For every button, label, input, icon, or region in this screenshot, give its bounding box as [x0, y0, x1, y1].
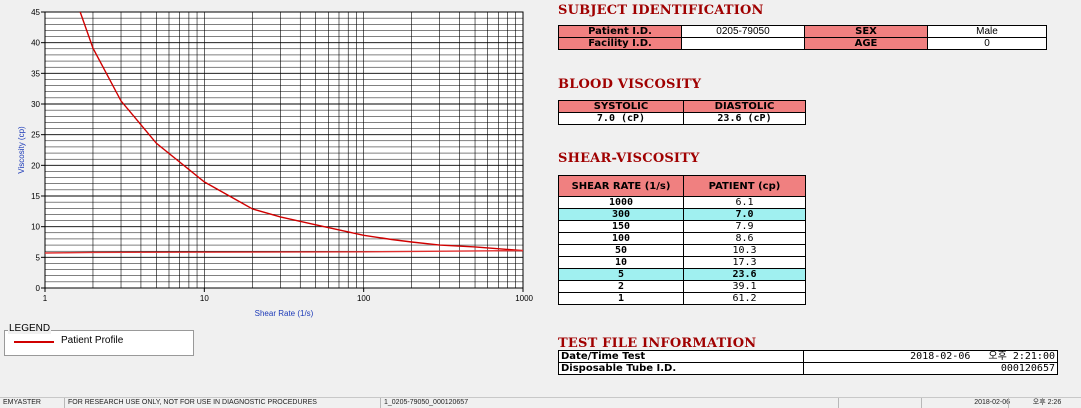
- x-tick-label: 10: [200, 294, 209, 303]
- systolic-value: 7.0 (cP): [558, 112, 684, 125]
- patient-cp-cell: 6.1: [683, 196, 806, 209]
- shear-row: 150 7.9: [558, 220, 806, 233]
- blood-viscosity-title: BLOOD VISCOSITY: [558, 77, 702, 92]
- shear-rate-cell: 50: [558, 244, 684, 257]
- age-label: AGE: [804, 37, 928, 50]
- y-tick-label: 15: [31, 192, 40, 201]
- tube-id-value: 000120657: [803, 362, 1058, 375]
- x-tick-label: 1000: [515, 294, 533, 303]
- patient-cp-cell: 7.0: [683, 208, 806, 221]
- subject-table: Patient I.D. 0205-79050 SEX Male Facilit…: [558, 25, 1047, 50]
- age-value: 0: [927, 37, 1047, 50]
- series-line: [79, 12, 523, 252]
- patient-cp-cell: 17.3: [683, 256, 806, 269]
- shear-row: 2 39.1: [558, 280, 806, 293]
- viscosity-chart: 0 5 10 15 20 25 30 35 40 45 1 10 100 1000 Shear Rate …: [17, 8, 534, 318]
- patient-id-value: 0205-79050: [681, 25, 805, 38]
- y-tick-label: 0: [36, 284, 41, 293]
- legend-line-swatch: [14, 341, 54, 343]
- patient-cp-cell: 10.3: [683, 244, 806, 257]
- subject-title: SUBJECT IDENTIFICATION: [558, 3, 764, 18]
- facility-id-label: Facility I.D.: [558, 37, 682, 50]
- shear-rate-cell: 1000: [558, 196, 684, 209]
- legend-box: [4, 330, 194, 356]
- patient-cp-cell: 39.1: [683, 280, 806, 293]
- y-tick-label: 35: [31, 69, 40, 78]
- y-tick-label: 45: [31, 8, 40, 17]
- chart-grid: [45, 12, 523, 288]
- shear-viscosity-title: SHEAR-VISCOSITY: [558, 151, 700, 166]
- shear-rate-cell: 300: [558, 208, 684, 221]
- patient-cp-cell: 8.6: [683, 232, 806, 245]
- blood-viscosity-table: SYSTOLIC DIASTOLIC 7.0 (cP) 23.6 (cP): [558, 100, 806, 125]
- shear-rate-cell: 5: [558, 268, 684, 281]
- patient-cp-cell: 7.9: [683, 220, 806, 233]
- shear-rate-cell: 10: [558, 256, 684, 269]
- test-file-table: Date/Time Test 2018-02-06 오후 2:21:00 Dis…: [558, 350, 1058, 375]
- datetime-label: Date/Time Test: [558, 350, 804, 363]
- shear-row: 100 8.6: [558, 232, 806, 245]
- y-tick-label: 30: [31, 100, 40, 109]
- y-tick-label: 20: [31, 161, 40, 170]
- shear-row: 50 10.3: [558, 244, 806, 257]
- status-time: 오후 2:26: [1008, 398, 1081, 408]
- shear-rate-cell: 2: [558, 280, 684, 293]
- legend-label: Patient Profile: [61, 335, 124, 346]
- chart-ticks: 0 5 10 15 20 25 30 35 40 45 1 10 100 1000: [31, 8, 533, 303]
- plot-area: [44, 11, 524, 289]
- x-tick-label: 1: [43, 294, 48, 303]
- chart-series: [45, 12, 523, 254]
- y-axis-label: Viscosity (cp): [17, 126, 26, 174]
- status-file: 1_0205-79050_000120657: [380, 398, 839, 408]
- diastolic-label: DIASTOLIC: [683, 100, 806, 113]
- shear-rate-header: SHEAR RATE (1/s): [558, 175, 684, 197]
- y-tick-label: 25: [31, 131, 40, 140]
- shear-viscosity-table: SHEAR RATE (1/s) PATIENT (cp) 1000 6.1 300…: [558, 175, 806, 305]
- y-tick-label: 5: [36, 253, 41, 262]
- patient-cp-cell: 23.6: [683, 268, 806, 281]
- shear-row: 1000 6.1: [558, 196, 806, 209]
- shear-row: 10 17.3: [558, 256, 806, 269]
- test-file-title: TEST FILE INFORMATION: [558, 336, 757, 351]
- sex-value: Male: [927, 25, 1047, 38]
- patient-cp-cell: 61.2: [683, 292, 806, 305]
- shear-row: 1 61.2: [558, 292, 806, 305]
- patient-cp-header: PATIENT (cp): [683, 175, 806, 197]
- shear-rate-cell: 1: [558, 292, 684, 305]
- datetime-value: 2018-02-06 오후 2:21:00: [803, 350, 1058, 363]
- shear-rate-cell: 150: [558, 220, 684, 233]
- status-date: 2018-02-06: [921, 398, 1010, 408]
- facility-id-value: [681, 37, 805, 50]
- tube-id-label: Disposable Tube I.D.: [558, 362, 804, 375]
- x-tick-label: 100: [357, 294, 371, 303]
- diastolic-value: 23.6 (cP): [683, 112, 806, 125]
- systolic-label: SYSTOLIC: [558, 100, 684, 113]
- y-tick-label: 10: [31, 223, 40, 232]
- series-line: [45, 249, 523, 254]
- x-axis-label: Shear Rate (1/s): [255, 309, 314, 318]
- sex-label: SEX: [804, 25, 928, 38]
- status-notice: FOR RESEARCH USE ONLY, NOT FOR USE IN DI…: [64, 398, 380, 408]
- patient-id-label: Patient I.D.: [558, 25, 682, 38]
- shear-rate-cell: 100: [558, 232, 684, 245]
- shear-row: 5 23.6: [558, 268, 806, 281]
- status-blank: [838, 398, 922, 408]
- status-app: EMYASTER: [3, 399, 41, 406]
- shear-row: 300 7.0: [558, 208, 806, 221]
- legend-title: LEGEND: [8, 323, 52, 334]
- y-tick-label: 40: [31, 39, 40, 48]
- status-bar: EMYASTER FOR RESEARCH USE ONLY, NOT FOR …: [0, 397, 1081, 408]
